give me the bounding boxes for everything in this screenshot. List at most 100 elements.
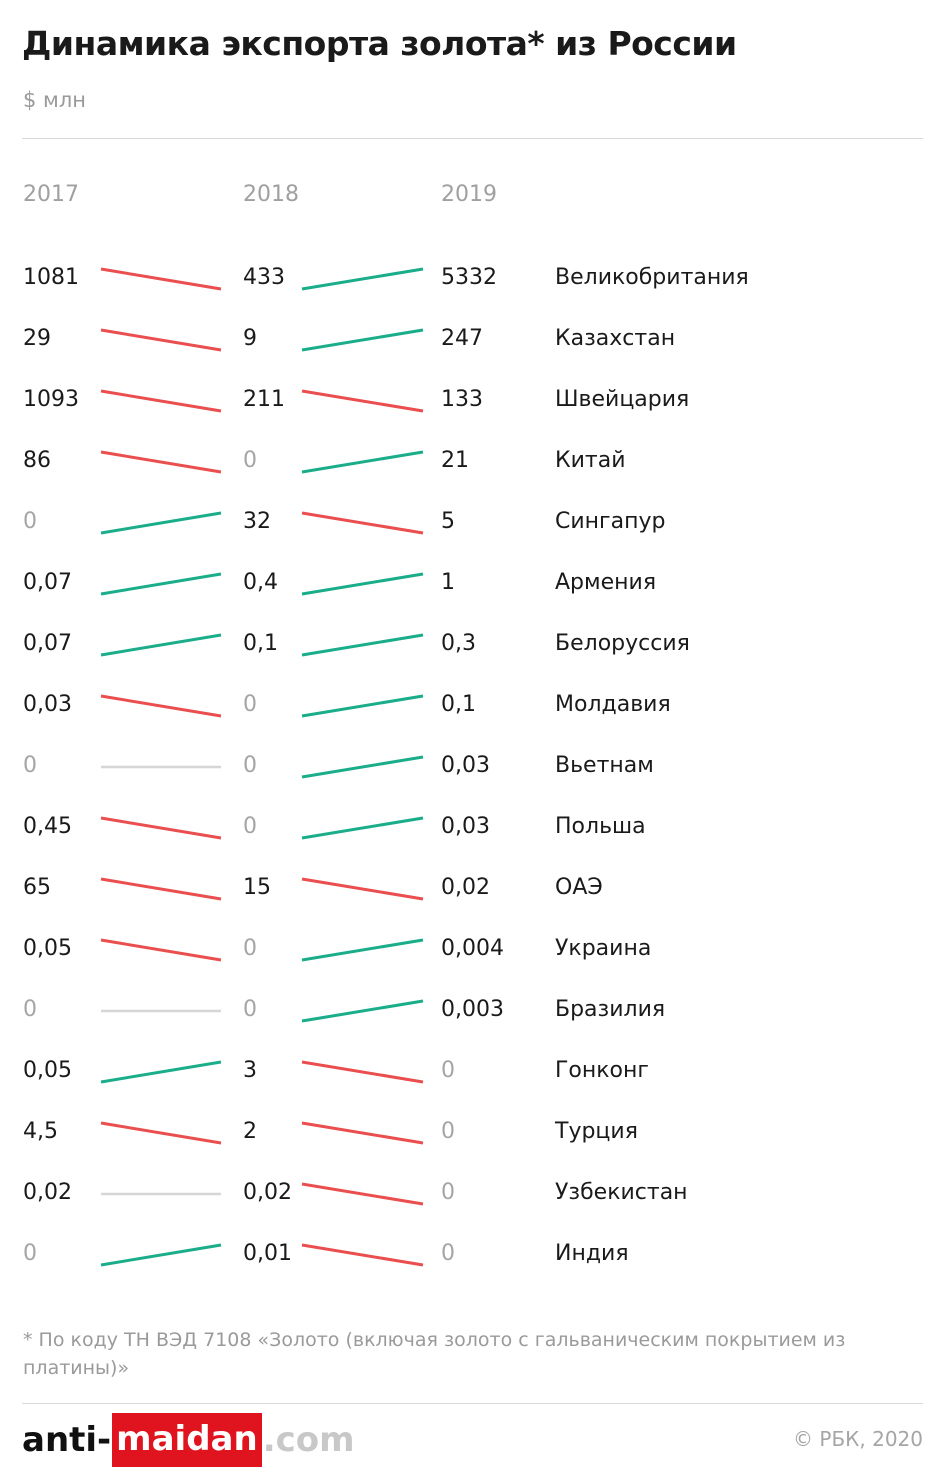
value-2017-row-10: 65 [23,875,51,900]
value-2019-row-3: 21 [441,448,469,473]
country-label-row-12: Бразилия [555,997,666,1022]
value-2018-row-8: 0 [243,753,257,778]
country-label-row-13: Гонконг [555,1058,649,1083]
country-label-row-2: Швейцария [555,387,690,412]
watermark-logo: anti-maidan .com [22,1410,355,1470]
value-2019-row-13: 0 [441,1058,455,1083]
slope-line-row-16-seg-0 [100,1243,222,1267]
value-2017-row-15: 0,02 [23,1180,72,1205]
value-2017-row-0: 1081 [23,265,79,290]
country-label-row-0: Великобритания [555,265,749,290]
slope-line-row-3-seg-1 [301,450,424,474]
value-2019-row-5: 1 [441,570,455,595]
value-2017-row-4: 0 [23,509,37,534]
slope-line-row-12-seg-1 [301,999,424,1023]
value-2018-row-1: 9 [243,326,257,351]
slope-line-row-2-seg-0 [100,389,222,413]
value-2018-row-0: 433 [243,265,285,290]
country-label-row-3: Китай [555,448,626,473]
bottom-divider [22,1403,923,1404]
value-2017-row-7: 0,03 [23,692,72,717]
country-label-row-14: Турция [555,1119,638,1144]
slope-line-row-10-seg-0 [100,877,222,901]
value-2019-row-15: 0 [441,1180,455,1205]
slope-line-row-1-seg-1 [301,328,424,352]
slope-line-row-4-seg-0 [100,511,222,535]
value-2017-row-9: 0,45 [23,814,72,839]
country-label-row-15: Узбекистан [555,1180,688,1205]
value-2019-row-1: 247 [441,326,483,351]
value-2017-row-5: 0,07 [23,570,72,595]
slope-line-row-5-seg-1 [301,572,424,596]
slope-line-row-6-seg-0 [100,633,222,657]
value-2017-row-2: 1093 [23,387,79,412]
value-2018-row-16: 0,01 [243,1241,292,1266]
value-2018-row-5: 0,4 [243,570,278,595]
value-2018-row-13: 3 [243,1058,257,1083]
slope-line-row-10-seg-1 [301,877,424,901]
slope-line-row-5-seg-0 [100,572,222,596]
slope-line-row-8-seg-1 [301,755,424,779]
value-2019-row-12: 0,003 [441,997,504,1022]
value-2018-row-11: 0 [243,936,257,961]
value-2017-row-16: 0 [23,1241,37,1266]
value-2017-row-6: 0,07 [23,631,72,656]
country-label-row-1: Казахстан [555,326,676,351]
value-2019-row-16: 0 [441,1241,455,1266]
watermark-part2: maidan [112,1413,262,1467]
slope-line-row-11-seg-1 [301,938,424,962]
slope-line-row-11-seg-0 [100,938,222,962]
slope-line-row-16-seg-1 [301,1243,424,1267]
chart-title: Динамика экспорта золота* из России [22,24,737,63]
slope-line-row-9-seg-1 [301,816,424,840]
slope-line-row-0-seg-0 [100,267,222,291]
value-2018-row-15: 0,02 [243,1180,292,1205]
footnote: * По коду ТН ВЭД 7108 «Золото (включая з… [23,1329,846,1379]
value-2018-row-7: 0 [243,692,257,717]
value-2018-row-2: 211 [243,387,285,412]
year-header-2017: 2017 [23,182,79,207]
year-header-2019: 2019 [441,182,497,207]
value-2019-row-0: 5332 [441,265,497,290]
value-2019-row-10: 0,02 [441,875,490,900]
value-2018-row-9: 0 [243,814,257,839]
value-2018-row-3: 0 [243,448,257,473]
country-label-row-7: Молдавия [555,692,671,717]
value-2018-row-6: 0,1 [243,631,278,656]
value-2019-row-7: 0,1 [441,692,476,717]
country-label-row-11: Украина [555,936,652,961]
value-2017-row-3: 86 [23,448,51,473]
value-2019-row-14: 0 [441,1119,455,1144]
value-2019-row-9: 0,03 [441,814,490,839]
value-2018-row-4: 32 [243,509,271,534]
country-label-row-8: Вьетнам [555,753,654,778]
slope-line-row-1-seg-0 [100,328,222,352]
slope-line-row-14-seg-0 [100,1121,222,1145]
value-2017-row-1: 29 [23,326,51,351]
top-divider [22,138,923,139]
slope-line-row-14-seg-1 [301,1121,424,1145]
value-2017-row-13: 0,05 [23,1058,72,1083]
slope-line-row-7-seg-0 [100,694,222,718]
country-label-row-6: Белоруссия [555,631,690,656]
value-2018-row-12: 0 [243,997,257,1022]
value-2017-row-11: 0,05 [23,936,72,961]
slope-line-row-2-seg-1 [301,389,424,413]
slope-line-row-3-seg-0 [100,450,222,474]
slope-line-row-0-seg-1 [301,267,424,291]
value-2017-row-8: 0 [23,753,37,778]
slope-line-row-4-seg-1 [301,511,424,535]
copyright: © РБК, 2020 [793,1427,923,1451]
value-2018-row-14: 2 [243,1119,257,1144]
value-2017-row-12: 0 [23,997,37,1022]
value-2017-row-14: 4,5 [23,1119,58,1144]
slope-line-row-13-seg-1 [301,1060,424,1084]
slope-lines [100,267,424,1267]
value-2019-row-2: 133 [441,387,483,412]
slope-line-row-15-seg-1 [301,1182,424,1206]
unit-label: $ млн [23,88,87,112]
slope-line-row-7-seg-1 [301,694,424,718]
value-2019-row-11: 0,004 [441,936,504,961]
value-2018-row-10: 15 [243,875,271,900]
country-label-row-5: Армения [555,570,657,595]
